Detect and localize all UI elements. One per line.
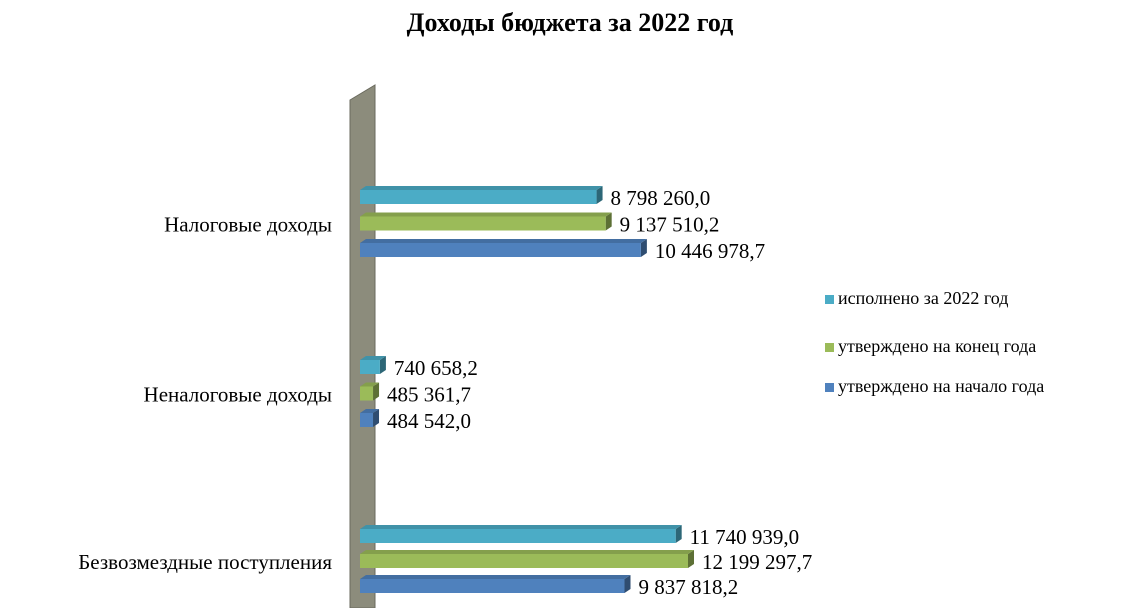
data-label: 485 361,7 xyxy=(387,382,471,406)
bar-top xyxy=(360,550,694,554)
bar xyxy=(360,413,374,427)
bar-top xyxy=(360,525,682,529)
bar xyxy=(360,386,374,401)
bar xyxy=(360,554,688,568)
bar-side xyxy=(373,382,380,401)
y-tick-label: Налоговые доходы xyxy=(164,212,332,236)
bar-side xyxy=(605,212,612,231)
legend-label: утверждено на начало года xyxy=(838,376,1044,396)
bar-side xyxy=(624,575,631,593)
bar-side xyxy=(373,409,380,427)
data-label: 11 740 939,0 xyxy=(690,525,799,549)
bar-side xyxy=(675,525,682,543)
y-tick-label: Неналоговые доходы xyxy=(144,382,332,406)
legend-swatch xyxy=(825,343,834,352)
bar-side xyxy=(688,550,694,568)
legend-label: исполнено за 2022 год xyxy=(838,288,1008,308)
bar-top xyxy=(360,239,647,243)
data-label: 9 837 818,2 xyxy=(639,575,739,599)
bar-side xyxy=(379,356,386,374)
data-label: 484 542,0 xyxy=(387,409,471,433)
bar-top xyxy=(360,356,386,360)
data-label: 740 658,2 xyxy=(394,356,478,380)
bar-top xyxy=(360,212,612,217)
bar-side xyxy=(640,239,647,257)
bar xyxy=(360,190,597,204)
data-label: 10 446 978,7 xyxy=(655,239,765,263)
legend-label: утверждено на конец года xyxy=(838,336,1036,356)
bar xyxy=(360,360,380,374)
legend-swatch xyxy=(825,295,834,304)
bar xyxy=(360,216,606,231)
y-tick-label: Безвозмездные поступления xyxy=(78,550,332,574)
bar-top xyxy=(360,382,380,387)
bar-top xyxy=(360,186,603,190)
bar-top xyxy=(360,409,380,413)
bar xyxy=(360,529,676,543)
legend-swatch xyxy=(825,383,834,392)
data-label: 12 199 297,7 xyxy=(702,550,812,574)
data-label: 9 137 510,2 xyxy=(620,212,720,236)
data-label: 8 798 260,0 xyxy=(611,186,711,210)
bar xyxy=(360,243,641,257)
chart-title: Доходы бюджета за 2022 год xyxy=(407,8,734,37)
bar xyxy=(360,579,625,593)
bar-side xyxy=(596,186,603,204)
bar-top xyxy=(360,575,631,579)
